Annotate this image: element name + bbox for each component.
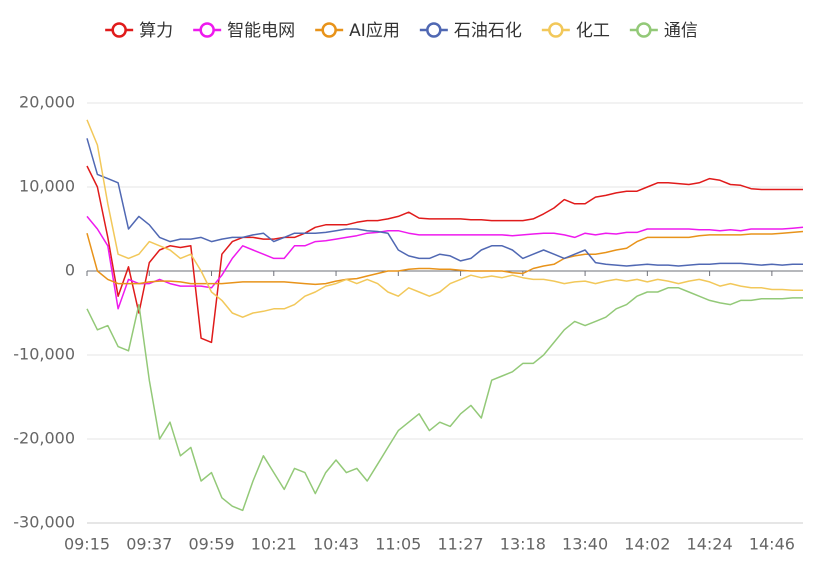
legend-item[interactable]: 化工 [541,21,610,41]
y-tick-label: 10,000 [19,177,75,196]
y-tick-label: -10,000 [13,345,75,364]
legend-marker [548,22,564,38]
y-tick-label: -30,000 [13,513,75,532]
legend-item[interactable]: 算力 [105,21,173,41]
legend-item[interactable]: 通信 [629,21,698,41]
x-tick-label: 10:43 [313,535,359,554]
x-tick-label: 09:37 [126,535,172,554]
series-line [86,287,803,512]
legend-marker [199,22,215,38]
series-line [86,138,803,267]
legend-marker [111,22,127,38]
legend-label: 化工 [576,21,610,41]
series-line [86,165,803,344]
x-tick-label: 11:27 [438,535,484,554]
y-tick-label: -20,000 [13,429,75,448]
x-tick-label: 10:21 [251,535,297,554]
legend-label: 通信 [664,21,698,41]
x-tick-label: 14:46 [749,535,795,554]
legend-item[interactable]: 石油石化 [419,21,522,41]
legend-label: 算力 [139,21,173,41]
x-tick-label: 09:15 [64,535,110,554]
legend-marker [426,22,442,38]
legend-label: 石油石化 [454,21,522,41]
x-tick-label: 13:18 [500,535,546,554]
x-tick-label: 14:24 [687,535,733,554]
y-tick-label: 0 [65,261,75,280]
series-line [86,230,804,286]
legend-item[interactable]: AI应用 [315,21,400,41]
y-tick-label: 20,000 [19,93,75,112]
legend-label: 智能电网 [227,21,295,41]
x-tick-label: 09:59 [188,535,234,554]
legend-marker [321,22,337,38]
series-line [86,119,803,318]
legend: 算力 智能电网 AI应用 石油石化 化工 通信 [105,21,698,41]
plot-area: 20,000 10,000 0 -10,000 -20,000 -30,000 09:15 0… [13,93,804,554]
x-tick-label: 11:05 [375,535,421,554]
legend-label: AI应用 [349,21,400,41]
x-tick-label: 13:40 [562,535,608,554]
x-tick-label: 14:02 [624,535,670,554]
legend-item[interactable]: 智能电网 [193,21,295,41]
series-line [86,215,804,310]
legend-marker [636,22,652,38]
